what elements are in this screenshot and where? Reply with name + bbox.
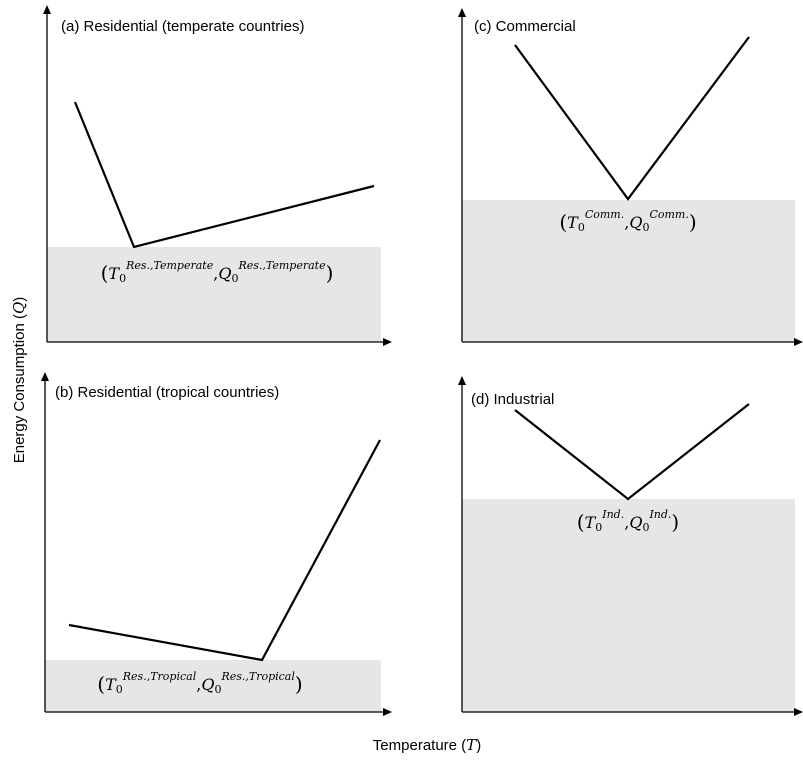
baseline-region bbox=[47, 247, 381, 342]
x-axis-arrow bbox=[794, 708, 803, 716]
label-open: ( bbox=[97, 672, 105, 696]
y-label-symbol: Q bbox=[10, 302, 28, 314]
baseline-region bbox=[45, 660, 381, 712]
x-label-close: ) bbox=[476, 737, 481, 754]
panel: (d) Industrial(T0Ind.,Q0Ind.) bbox=[458, 376, 803, 716]
label-open: ( bbox=[101, 261, 109, 285]
y-axis-arrow bbox=[458, 8, 466, 17]
label-open: ( bbox=[559, 210, 567, 234]
panel-title: (a) Residential (temperate countries) bbox=[61, 18, 304, 35]
label-sep: , bbox=[196, 675, 201, 694]
y-label-close: ) bbox=[11, 297, 28, 302]
x-axis-arrow bbox=[794, 338, 803, 346]
point-label: (T0Ind.,Q0Ind.) bbox=[577, 508, 679, 534]
consumption-curve bbox=[73, 101, 375, 249]
y-label-text: Energy Consumption ( bbox=[11, 314, 28, 463]
x-label-text: Temperature ( bbox=[373, 737, 466, 754]
label-q-sup: Res.,Temperate bbox=[237, 259, 326, 272]
panel: (c) Commercial(T0Comm.,Q0Comm.) bbox=[458, 8, 803, 346]
x-axis-label: Temperature (T) bbox=[373, 736, 481, 754]
label-q: Q bbox=[629, 513, 642, 532]
label-open: ( bbox=[577, 510, 585, 534]
label-q: Q bbox=[218, 264, 231, 283]
x-axis-arrow bbox=[383, 708, 392, 716]
label-q-sup: Ind. bbox=[648, 508, 671, 521]
label-t-sub: 0 bbox=[578, 221, 585, 234]
label-q-sup: Comm. bbox=[649, 208, 688, 221]
baseline-region bbox=[462, 499, 795, 712]
baseline-region bbox=[462, 200, 795, 342]
label-q-sub: 0 bbox=[642, 521, 649, 534]
y-axis-label: Energy Consumption (Q) bbox=[10, 297, 28, 464]
consumption-curve bbox=[514, 36, 750, 201]
panel-title: (d) Industrial bbox=[471, 391, 554, 408]
label-q-sub: 0 bbox=[231, 272, 238, 285]
label-t-sub: 0 bbox=[119, 272, 126, 285]
panel-title: (b) Residential (tropical countries) bbox=[55, 384, 279, 401]
label-t-sub: 0 bbox=[116, 683, 123, 696]
label-t-sub: 0 bbox=[595, 521, 602, 534]
panel: (a) Residential (temperate countries)(T0… bbox=[43, 5, 392, 346]
y-axis-arrow bbox=[43, 5, 51, 14]
label-t: T bbox=[105, 675, 117, 694]
consumption-curve bbox=[514, 403, 750, 501]
label-close: ) bbox=[295, 672, 303, 696]
label-close: ) bbox=[689, 210, 697, 234]
panel-title: (c) Commercial bbox=[474, 18, 576, 35]
panel: (b) Residential (tropical countries)(T0R… bbox=[41, 372, 392, 716]
label-sep: , bbox=[624, 213, 629, 232]
y-axis-arrow bbox=[458, 376, 466, 385]
consumption-curve bbox=[68, 439, 381, 662]
label-t: T bbox=[567, 213, 579, 232]
label-close: ) bbox=[326, 261, 334, 285]
label-q-sup: Res.,Tropical bbox=[220, 670, 295, 683]
label-sep: , bbox=[213, 264, 218, 283]
x-label-symbol: T bbox=[466, 736, 477, 754]
label-t-sup: Comm. bbox=[585, 208, 624, 221]
point-label: (T0Res.,Temperate,Q0Res.,Temperate) bbox=[101, 259, 334, 285]
label-t-sup: Ind. bbox=[601, 508, 624, 521]
label-t-sup: Res.,Temperate bbox=[125, 259, 214, 272]
label-close: ) bbox=[671, 510, 679, 534]
label-q-sub: 0 bbox=[642, 221, 649, 234]
point-label: (T0Res.,Tropical,Q0Res.,Tropical) bbox=[97, 670, 302, 696]
point-label: (T0Comm.,Q0Comm.) bbox=[559, 208, 696, 234]
label-t-sup: Res.,Tropical bbox=[122, 670, 197, 683]
label-t: T bbox=[108, 264, 120, 283]
label-q-sub: 0 bbox=[214, 683, 221, 696]
label-q: Q bbox=[201, 675, 214, 694]
y-axis-arrow bbox=[41, 372, 49, 381]
x-axis-arrow bbox=[383, 338, 392, 346]
label-q: Q bbox=[629, 213, 642, 232]
label-t: T bbox=[585, 513, 597, 532]
label-sep: , bbox=[624, 513, 629, 532]
